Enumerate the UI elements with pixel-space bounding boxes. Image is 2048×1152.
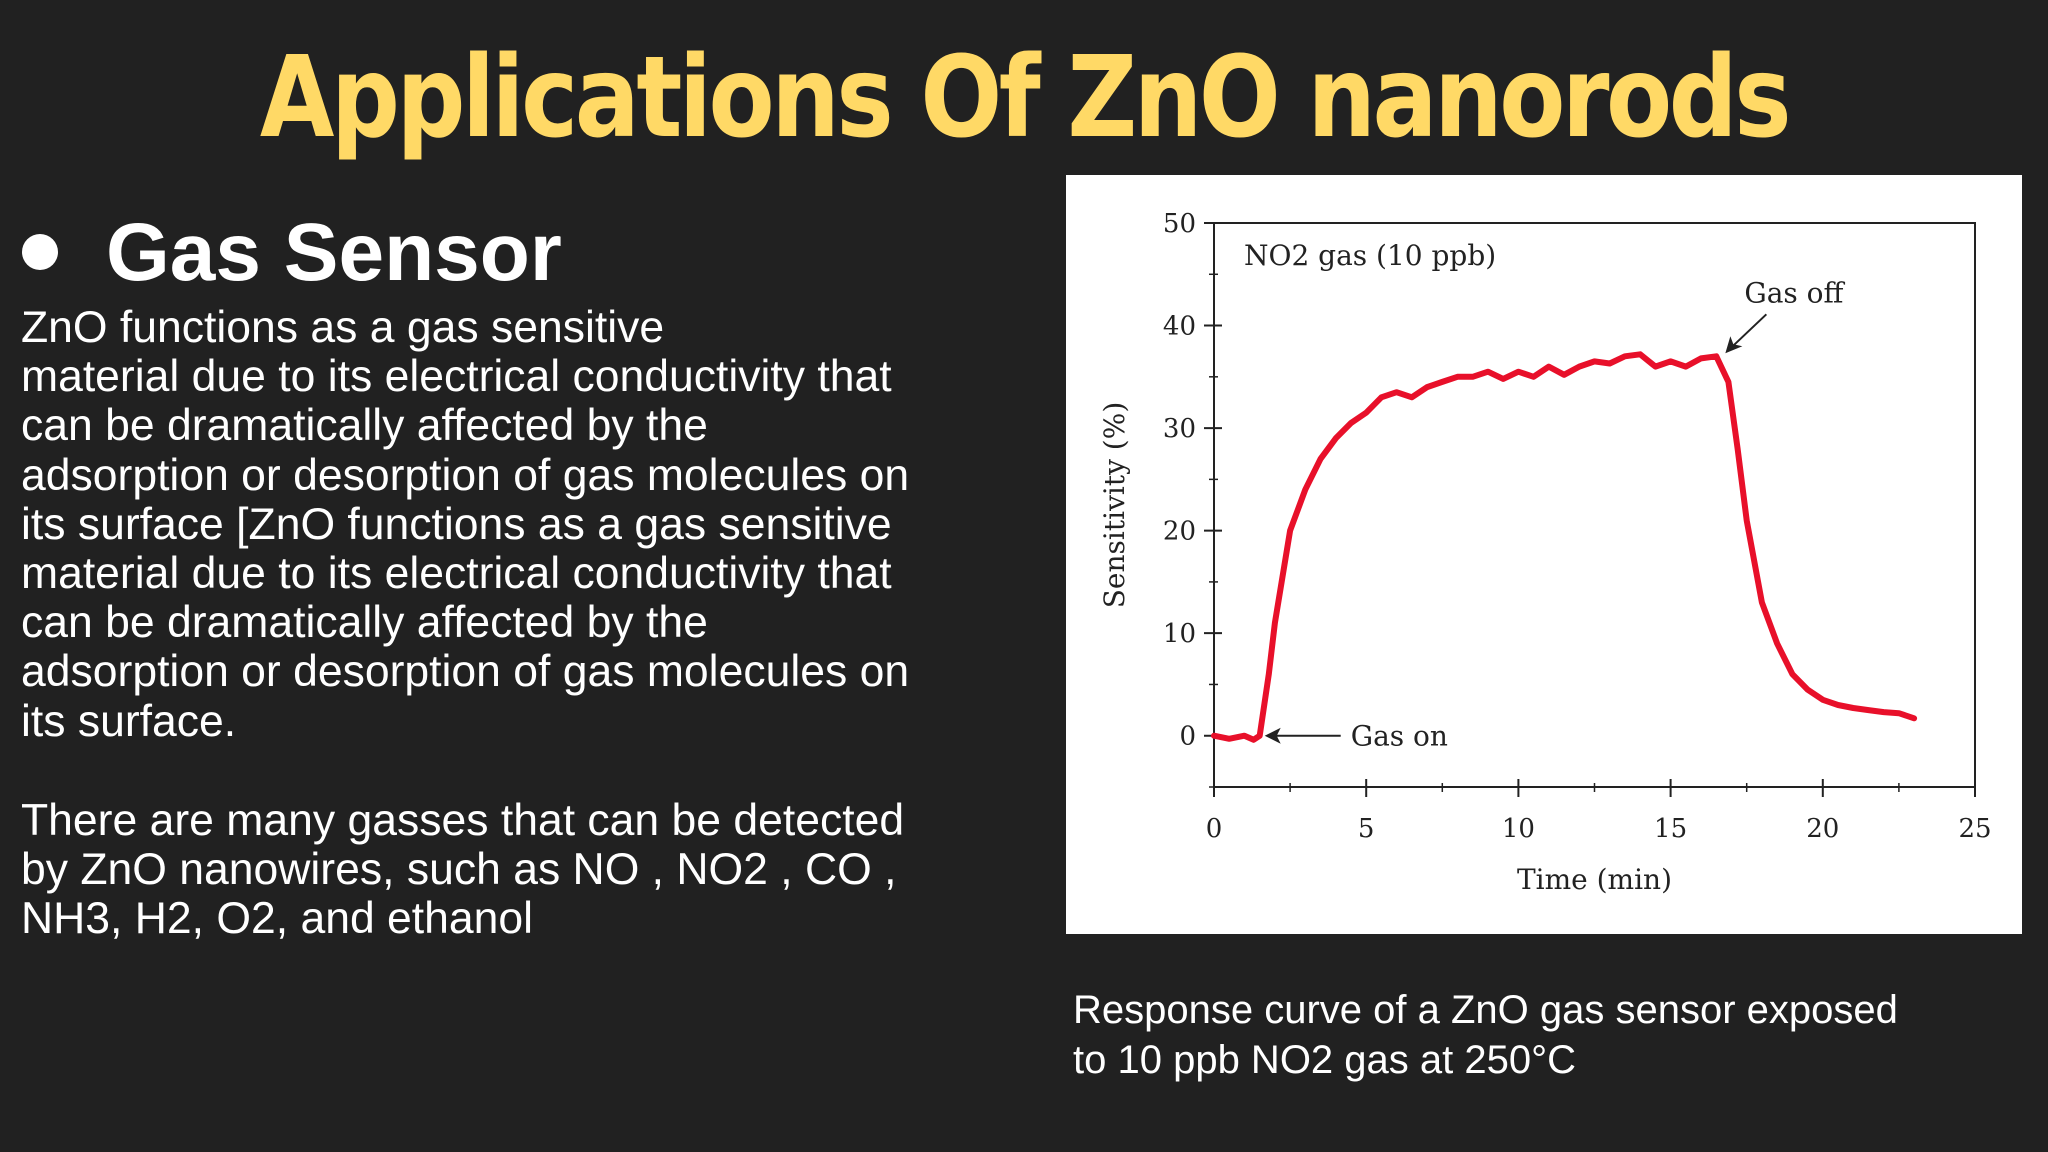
data-point [1485,369,1491,375]
data-point [1363,410,1369,416]
y-tick-label: 30 [1163,414,1196,444]
data-point [1378,394,1384,400]
data-point [1226,736,1232,742]
slide-title: Applications Of ZnO nanorods [259,33,1792,163]
data-point [1698,355,1704,361]
data-point [1515,369,1521,375]
data-point [1211,733,1217,739]
y-tick-label: 20 [1163,517,1196,547]
data-point [1531,374,1537,380]
y-tick-label: 50 [1163,209,1196,239]
y-axis-label: Sensitivity (%) [1098,402,1131,609]
description-paragraph: ZnO functions as a gas sensitive materia… [21,303,910,746]
gas-on-arrowhead [1264,727,1281,744]
data-point [1668,358,1674,364]
data-point [1424,384,1430,390]
data-point [1241,733,1247,739]
data-point [1266,671,1272,677]
data-point [1835,702,1841,708]
data-point [1607,360,1613,366]
data-point [1470,374,1476,380]
bullet-icon [22,234,58,271]
sensitivity-chart-svg: 0 10 20 30 40 50 0 5 10 15 20 25 Time (min) Sensitivi… [1098,209,1992,896]
data-point [1683,364,1689,370]
x-tick-label: 10 [1502,814,1535,844]
x-tick-label: 5 [1358,814,1375,844]
chart-caption: Response curve of a ZnO gas sensor expos… [1073,988,1898,1082]
y-tick-label: 10 [1163,619,1196,649]
data-point [1735,446,1741,452]
x-tick-label: 0 [1206,814,1223,844]
data-point [1287,528,1293,534]
data-point [1725,379,1731,385]
data-point [1439,379,1445,385]
data-point [1251,737,1257,743]
data-point [1759,599,1765,605]
data-point [1789,671,1795,677]
data-point [1333,435,1339,441]
gas-off-label: Gas off [1744,276,1845,309]
gas-sensor-heading: Gas Sensor [22,212,562,294]
data-point [1302,487,1308,493]
data-point [1546,364,1552,370]
data-point [1394,389,1400,395]
x-tick-label: 25 [1958,814,1991,844]
y-tick-label: 0 [1179,722,1196,752]
data-point [1850,705,1856,711]
sensitivity-curve [1211,351,1918,743]
data-point [1896,710,1902,716]
data-point [1500,376,1506,382]
data-point [1637,351,1643,357]
data-point [1774,640,1780,646]
heading-text: Gas Sensor [106,207,562,298]
data-point [1622,353,1628,359]
data-point [1881,709,1887,715]
data-point [1318,456,1324,462]
data-point [1576,364,1582,370]
data-point [1805,687,1811,693]
sensitivity-chart: 0 10 20 30 40 50 0 5 10 15 20 25 Time (min) Sensitivi… [1066,175,2022,934]
x-axis-label: Time (min) [1517,863,1672,896]
data-point [1820,697,1826,703]
data-point [1409,394,1415,400]
data-point [1744,517,1750,523]
chart-title: NO2 gas (10 ppb) [1244,239,1496,272]
data-point [1257,733,1263,739]
data-point [1652,364,1658,370]
data-point [1592,358,1597,364]
plot-frame [1213,222,1976,788]
detectable-gases-paragraph: There are many gasses that can be detect… [21,796,905,944]
data-point [1713,353,1719,359]
gas-off-arrow-line [1727,313,1768,352]
data-point [1348,420,1354,426]
data-point [1455,374,1461,380]
data-point [1561,372,1567,378]
y-tick-label: 40 [1163,312,1196,342]
x-tick-label: 15 [1654,814,1687,844]
data-point [1911,715,1917,721]
data-point [1272,620,1278,626]
x-tick-label: 20 [1806,814,1839,844]
gas-off-arrowhead [1725,336,1743,354]
data-point [1865,707,1871,713]
gas-on-label: Gas on [1351,720,1448,753]
